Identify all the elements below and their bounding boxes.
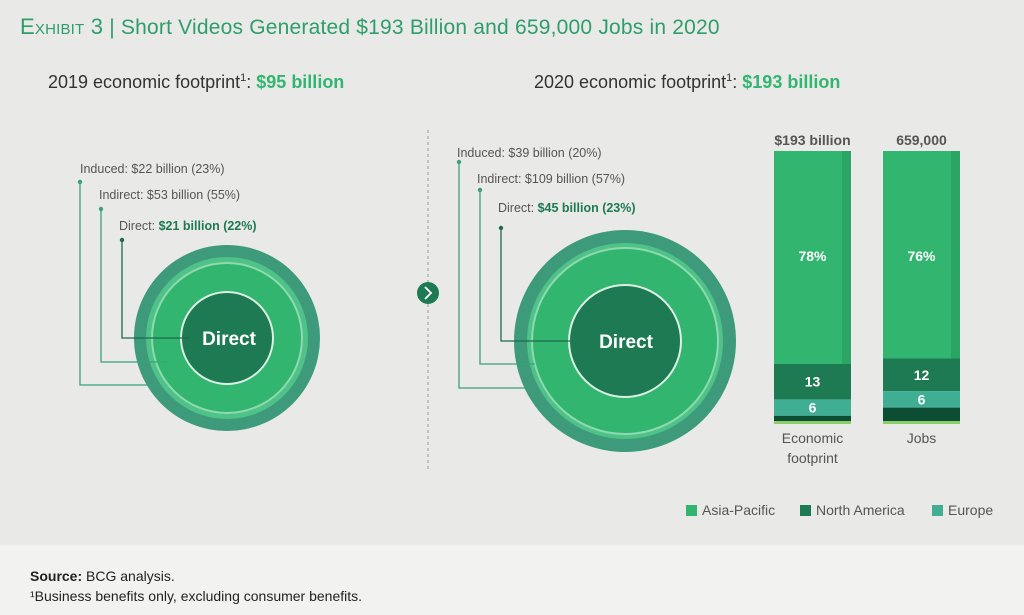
source-line: Source: BCG analysis.	[30, 566, 362, 586]
stacked-bar-chart: $193 billion 78% 13 6 Economic footprint 659,0…	[774, 132, 960, 466]
title-text: Short Videos Generated $193 Billion and …	[120, 16, 720, 39]
right-indirect-leader	[479, 190, 535, 365]
right-heading-footnote: 1	[726, 72, 733, 84]
right-indirect-label: Indirect: $109 billion (57%)	[477, 172, 625, 186]
source-label: Source:	[30, 568, 83, 584]
right-direct-dot	[498, 225, 504, 231]
left-heading: 2019 economic footprint1: $95 billion	[48, 72, 344, 93]
left-heading-value: $95 billion	[256, 72, 345, 92]
left-induced-leader	[79, 182, 158, 386]
bar-value-label-jobs-north-america: 12	[914, 367, 930, 383]
left-heading-prefix: 2019 economic footprint	[48, 72, 241, 92]
left-leader-lines	[79, 182, 190, 386]
bar-segment-jobs-asia-pacific	[883, 151, 960, 359]
right-direct-label: Direct: $45 billion (23%)	[498, 201, 636, 215]
left-induced-label: Induced: $22 billion (23%)	[80, 162, 225, 176]
right-leader-dots	[456, 159, 504, 231]
title-separator: |	[109, 16, 115, 39]
left-direct-value: $21 billion (22%)	[159, 219, 257, 233]
bar-label-bg-jobs-europe	[911, 391, 932, 408]
bar-baseline-economic-footprint	[774, 421, 851, 424]
right-direct-value: $45 billion (23%)	[538, 201, 636, 215]
right-direct-leader	[500, 228, 570, 342]
bar-shade-economic-footprint	[842, 151, 851, 364]
footnote: ¹Business benefits only, excluding consu…	[30, 588, 363, 604]
left-center-label: Direct	[202, 329, 257, 350]
bar-segment-economic-footprint-asia-pacific	[774, 151, 851, 364]
left-leader-dots	[77, 179, 125, 243]
right-leader-lines	[458, 162, 570, 389]
bar-baseline-jobs	[883, 421, 960, 424]
right-induced-label: Induced: $39 billion (20%)	[457, 146, 602, 160]
bar-category-label-economic-footprint-1: footprint	[787, 450, 838, 466]
legend-swatch-asia-pacific	[686, 505, 697, 516]
left-indirect-label: Indirect: $53 billion (55%)	[99, 188, 240, 202]
exhibit-number: Exhibit 3	[20, 14, 104, 39]
bar-segment-jobs-north-america	[883, 358, 960, 392]
right-heading-prefix: 2020 economic footprint	[534, 72, 727, 92]
legend-swatch-north-america	[800, 505, 811, 516]
left-heading-footnote: 1	[240, 72, 247, 84]
left-heading-colon: :	[246, 72, 252, 92]
right-heading: 2020 economic footprint1: $193 billion	[534, 72, 840, 93]
exhibit-graphic: Induced: $22 billion (23%) Indirect: $53…	[77, 130, 993, 518]
bar-value-label-economic-footprint-europe: 6	[809, 400, 817, 416]
bar-value-label-economic-footprint-asia-pacific: 78%	[798, 248, 827, 264]
bar-segment-economic-footprint-other	[774, 415, 851, 424]
bar-shade-jobs	[951, 151, 960, 359]
chevron-right-icon	[424, 286, 433, 300]
bar-segment-jobs-other	[883, 407, 960, 424]
right-induced-dot	[456, 159, 462, 165]
bar-value-label-economic-footprint-north-america: 13	[805, 374, 821, 390]
bar-value-label-jobs-asia-pacific: 76%	[907, 248, 936, 264]
legend-label-north-america: North America	[816, 502, 905, 518]
right-rings	[514, 230, 736, 452]
arrow-circle	[417, 282, 439, 304]
chart-legend: Asia-Pacific North America Europe	[686, 502, 993, 518]
legend-swatch-europe	[932, 505, 943, 516]
exhibit-title: Exhibit 3 | Short Videos Generated $193 …	[20, 14, 720, 40]
right-direct-prefix: Direct:	[498, 201, 538, 215]
left-induced-dot	[77, 179, 83, 185]
left-direct-prefix: Direct:	[119, 219, 159, 233]
right-heading-colon: :	[732, 72, 738, 92]
bar-top-label-economic-footprint: $193 billion	[774, 132, 850, 148]
bar-label-bg-economic-footprint-europe	[802, 399, 823, 416]
bar-value-label-jobs-europe: 6	[918, 391, 926, 407]
source-text: BCG analysis.	[82, 568, 175, 584]
left-indirect-dot	[98, 206, 104, 212]
bar-category-label-jobs-0: Jobs	[907, 430, 937, 446]
left-direct-label: Direct: $21 billion (22%)	[119, 219, 257, 233]
right-heading-value: $193 billion	[742, 72, 841, 92]
legend-label-europe: Europe	[948, 502, 993, 518]
bar-top-label-jobs: 659,000	[896, 132, 947, 148]
left-direct-dot	[119, 237, 125, 243]
left-direct-leader	[121, 240, 190, 339]
bar-segment-economic-footprint-north-america	[774, 363, 851, 400]
right-center-label: Direct	[599, 332, 654, 353]
right-induced-leader	[458, 162, 525, 389]
left-rings	[134, 245, 320, 431]
right-indirect-dot	[477, 187, 483, 193]
bar-category-label-economic-footprint-0: Economic	[782, 430, 843, 446]
legend-label-asia-pacific: Asia-Pacific	[702, 502, 775, 518]
left-indirect-leader	[100, 209, 167, 363]
footer: Source: BCG analysis. ¹Business benefits…	[30, 566, 362, 606]
